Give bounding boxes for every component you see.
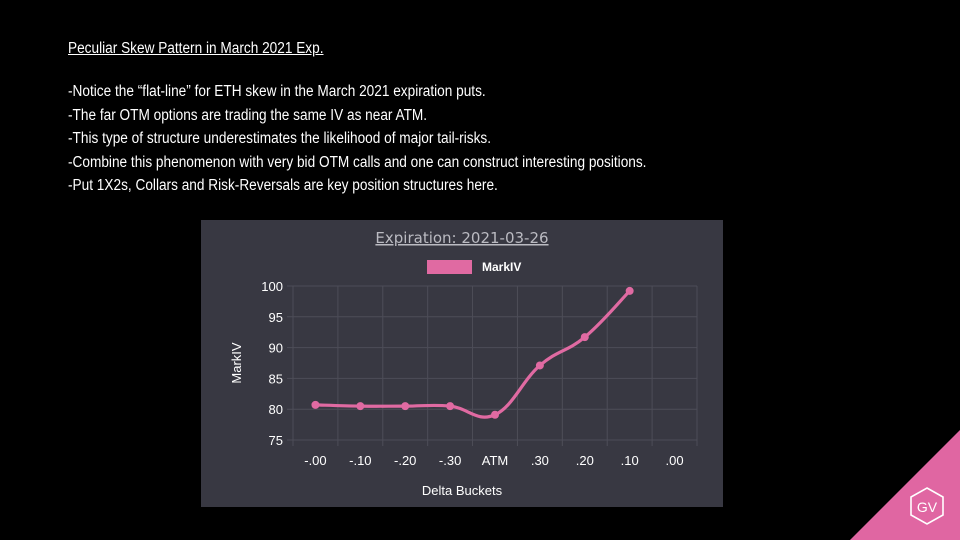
data-point: [446, 402, 455, 411]
x-tick-label: .20: [576, 453, 594, 468]
data-point: [535, 361, 544, 370]
data-point: [580, 333, 589, 342]
data-point: [491, 410, 499, 419]
bullet-item: -This type of structure underestimates t…: [68, 130, 492, 147]
y-tick-label: 100: [261, 279, 283, 294]
x-axis-label: Delta Buckets: [422, 483, 503, 498]
skew-line-chart: Expiration: 2021-03-26 MarkIV 100 95 90 85 80 7…: [229, 229, 698, 498]
x-tick-label: .00: [666, 453, 684, 468]
x-tick-label: -.00: [304, 453, 326, 468]
hexagon-icon: [910, 487, 944, 525]
data-point: [625, 286, 634, 295]
x-tick-label: .10: [621, 453, 639, 468]
chart-panel: Expiration: 2021-03-26 MarkIV 100 95 90 85 80 7…: [201, 220, 723, 507]
slide-title: Peculiar Skew Pattern in March 2021 Exp.: [68, 40, 324, 57]
y-axis-label: MarkIV: [229, 342, 244, 384]
bullet-item: -Combine this phenomenon with very bid O…: [68, 153, 647, 171]
y-tick-label: 80: [269, 402, 283, 417]
x-tick-label: ATM: [482, 453, 508, 468]
legend-label: MarkIV: [482, 260, 521, 274]
y-tick-label: 85: [269, 371, 283, 386]
x-tick-label: -.30: [439, 453, 461, 468]
slide-text: Peculiar Skew Pattern in March 2021 Exp.…: [68, 38, 928, 198]
gv-logo: GV: [850, 430, 960, 540]
bullet-item: -Notice the “flat-line” for ETH skew in …: [68, 83, 486, 100]
data-point: [356, 402, 365, 411]
x-tick-label: -.10: [349, 453, 371, 468]
bullet-item: -Put 1X2s, Collars and Risk-Reversals ar…: [68, 177, 498, 194]
bullet-list: -Notice the “flat-line” for ETH skew in …: [68, 80, 928, 198]
logo-text: GV: [917, 499, 938, 515]
y-tick-label: 90: [269, 341, 283, 356]
legend-swatch: [427, 260, 472, 274]
bullet-item: -The far OTM options are trading the sam…: [68, 106, 428, 124]
y-tick-label: 75: [269, 433, 283, 448]
data-point: [311, 400, 320, 409]
data-point: [401, 402, 410, 411]
x-tick-label: -.20: [394, 453, 416, 468]
chart-title: Expiration: 2021-03-26: [375, 229, 548, 247]
corner-triangle: [850, 430, 960, 540]
y-tick-label: 95: [269, 310, 283, 325]
x-tick-label: .30: [531, 453, 549, 468]
